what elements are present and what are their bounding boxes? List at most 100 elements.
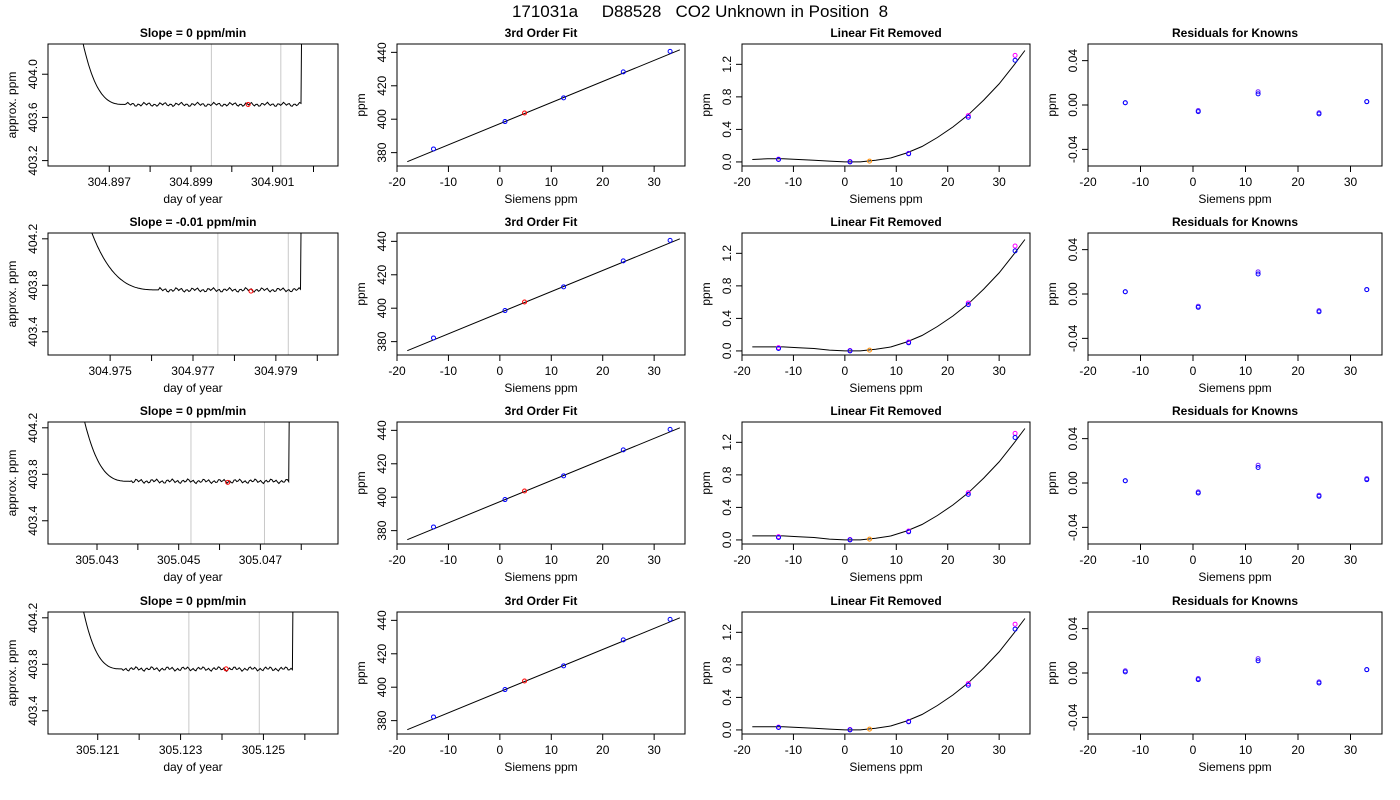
y-tick-label: 0.00 — [1066, 471, 1080, 495]
y-tick-label: -0.04 — [1066, 513, 1080, 541]
known-point-blue — [847, 348, 853, 354]
x-tick-label: 10 — [1239, 175, 1253, 189]
residual-point-blue — [1122, 100, 1128, 106]
chart-panel-slope-2: Slope = 0 ppm/min 305.043 305.045 305.047 40… — [5, 404, 339, 584]
known-point — [561, 284, 567, 290]
known-point — [561, 663, 567, 669]
y-tick-label: 404.0 — [26, 59, 40, 89]
known-point-magenta — [1012, 243, 1018, 249]
known-point-blue — [847, 537, 853, 543]
x-tick-label: -10 — [1132, 364, 1150, 378]
fit-line — [407, 238, 681, 352]
concentration-trace — [82, 44, 302, 108]
plot-frame — [47, 232, 339, 356]
residual-point-blue — [1364, 477, 1370, 483]
plot-frame — [396, 232, 686, 356]
x-tick-label: -10 — [1132, 175, 1150, 189]
y-tick-label: 400 — [375, 677, 389, 697]
concentration-trace — [83, 612, 294, 673]
y-tick-label: 404.2 — [26, 602, 40, 632]
residual-point-blue — [1195, 677, 1201, 683]
residual-point-blue — [1195, 490, 1201, 496]
x-axis-label: Siemens ppm — [504, 760, 577, 774]
y-tick-label: 0.00 — [1066, 93, 1080, 117]
x-axis-label: day of year — [163, 192, 222, 206]
plot-frame — [1087, 232, 1383, 356]
plot-area — [407, 616, 681, 731]
y-tick-label: 400 — [375, 109, 389, 129]
y-tick-label: 0.8 — [720, 656, 734, 673]
plot-area — [407, 48, 681, 163]
y-tick-label: 400 — [375, 298, 389, 318]
x-tick-label: 20 — [1291, 743, 1305, 757]
chart-title: Linear Fit Removed — [830, 404, 941, 418]
known-point-magenta — [1012, 621, 1018, 627]
x-tick-label: 10 — [1239, 743, 1253, 757]
y-axis-label: ppm — [354, 93, 368, 116]
x-tick-label: -10 — [785, 553, 803, 567]
y-axis-label: ppm — [699, 471, 713, 494]
x-tick-label: -10 — [440, 364, 458, 378]
residual-point-blue — [1316, 111, 1322, 117]
residual-point-blue — [1255, 271, 1261, 277]
residual-point-blue — [1122, 289, 1128, 295]
x-tick-label: -20 — [1079, 743, 1097, 757]
x-tick-label: 10 — [545, 175, 559, 189]
fit-line — [407, 49, 681, 163]
x-axis-label: Siemens ppm — [849, 192, 922, 206]
known-point — [502, 308, 508, 314]
known-point — [431, 146, 437, 152]
x-axis-label: Siemens ppm — [504, 570, 577, 584]
x-axis-label: Siemens ppm — [504, 381, 577, 395]
plot-area — [1122, 269, 1370, 315]
chart-title: 3rd Order Fit — [505, 215, 578, 229]
y-tick-label: 440 — [375, 231, 389, 251]
known-point — [620, 637, 626, 643]
y-axis-label: ppm — [1045, 93, 1059, 116]
x-tick-label: 20 — [941, 364, 955, 378]
known-point-blue — [1012, 57, 1018, 63]
x-tick-label: 304.979 — [254, 364, 298, 378]
known-point-blue — [965, 491, 971, 497]
x-tick-label: 305.121 — [76, 743, 120, 757]
plot-area — [82, 44, 302, 166]
y-tick-label: 404.2 — [26, 412, 40, 442]
page-title: 171031a D88528 CO2 Unknown in Position 8 — [511, 2, 889, 21]
x-tick-label: 10 — [890, 743, 904, 757]
residual-point-violet — [1255, 269, 1261, 275]
chart-title: Linear Fit Removed — [830, 26, 941, 40]
chart-panel-fit-1: 3rd Order Fit -20 -10 0 10 20 30 380 400 420 440 Si… — [354, 215, 686, 395]
known-point-blue — [776, 345, 782, 351]
plot-area — [1122, 89, 1370, 117]
x-tick-label: 0 — [842, 364, 849, 378]
residual-curve — [752, 618, 1026, 731]
y-tick-label: 0.8 — [720, 88, 734, 105]
residual-point-violet — [1255, 462, 1261, 468]
known-point-blue — [906, 340, 912, 346]
chart-title: Linear Fit Removed — [830, 594, 941, 608]
y-axis-label: ppm — [354, 661, 368, 684]
residual-point-blue — [1364, 667, 1370, 673]
x-tick-label: 20 — [596, 175, 610, 189]
known-point-blue — [776, 724, 782, 730]
known-point-magenta — [965, 113, 971, 119]
x-tick-label: 20 — [596, 743, 610, 757]
chart-title: 3rd Order Fit — [505, 594, 578, 608]
x-tick-label: 305.125 — [242, 743, 286, 757]
x-tick-label: 30 — [992, 175, 1006, 189]
plot-area — [407, 237, 681, 352]
known-point-blue — [965, 302, 971, 308]
plot-frame — [741, 611, 1031, 735]
y-tick-label: 440 — [375, 610, 389, 630]
x-tick-label: 10 — [1239, 364, 1253, 378]
known-point-blue — [847, 159, 853, 165]
known-point-blue — [1012, 434, 1018, 440]
x-tick-label: 0 — [1190, 743, 1197, 757]
x-tick-label: 304.897 — [88, 175, 132, 189]
x-tick-label: -20 — [733, 364, 751, 378]
x-tick-label: -10 — [785, 743, 803, 757]
y-tick-label: 0.4 — [720, 310, 734, 327]
known-point-blue — [847, 727, 853, 733]
x-tick-label: -20 — [388, 175, 406, 189]
known-point-blue — [1012, 248, 1018, 254]
